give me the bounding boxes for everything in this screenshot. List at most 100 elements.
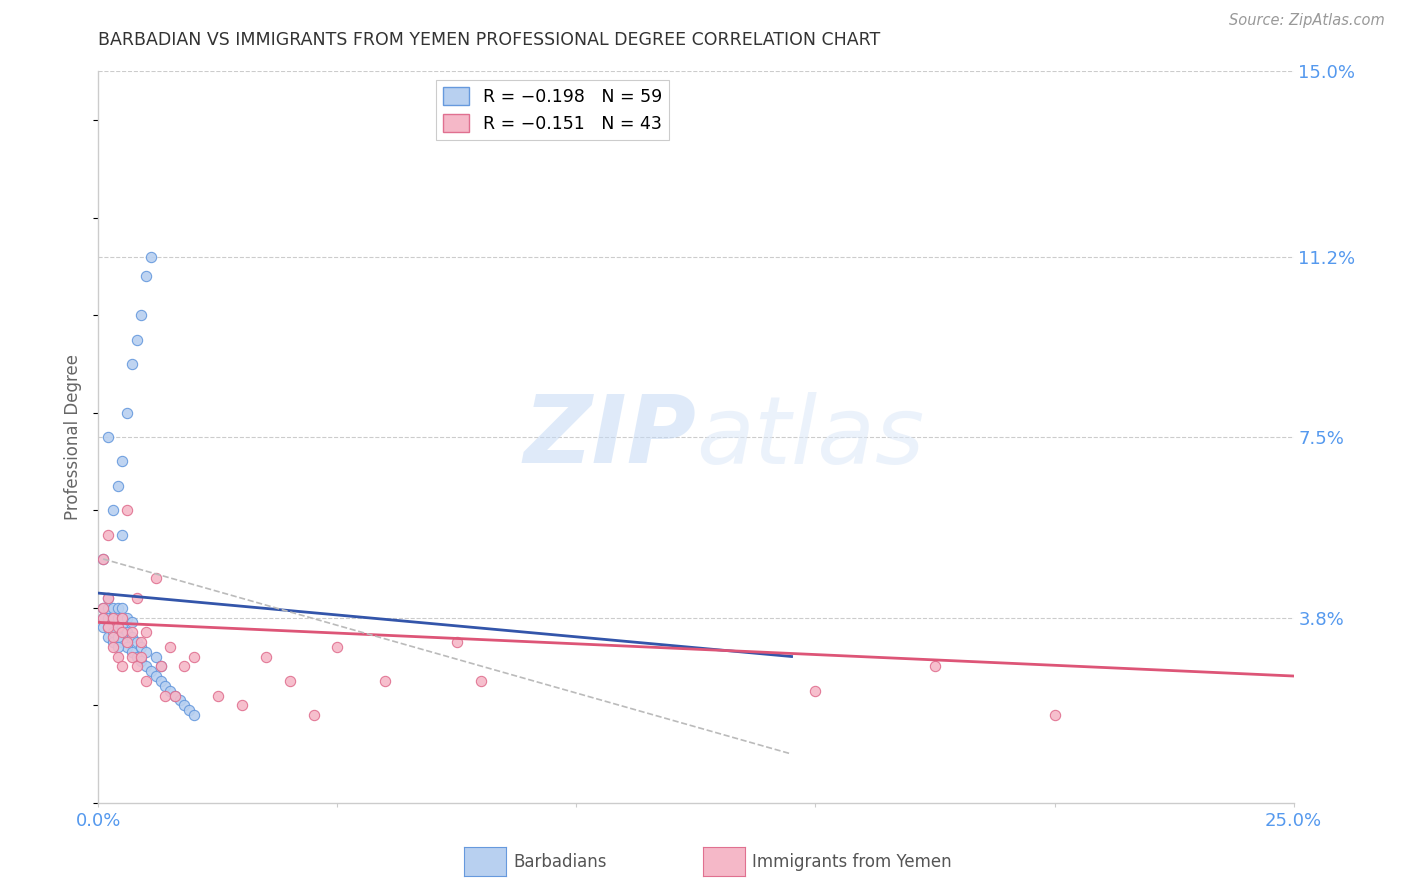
Point [121, 615, 143, 630]
Point [374, 673, 396, 688]
Point [97, 430, 120, 444]
Point [91, 600, 114, 615]
Point [107, 630, 129, 644]
Point [1043, 708, 1066, 723]
Point [131, 649, 153, 664]
Point [135, 269, 157, 284]
Point [121, 625, 143, 640]
Point [173, 659, 195, 673]
Point [115, 635, 138, 649]
Point [278, 673, 301, 688]
Point [135, 673, 157, 688]
Point [97, 600, 120, 615]
Point [91, 610, 114, 624]
Point [149, 659, 172, 673]
Point [115, 503, 138, 517]
Point [139, 250, 162, 264]
Text: Barbadians: Barbadians [513, 853, 607, 871]
Point [131, 308, 153, 322]
Point [115, 610, 138, 624]
Point [302, 708, 325, 723]
Point [101, 610, 124, 624]
Point [135, 645, 157, 659]
Point [111, 610, 134, 624]
Point [155, 689, 177, 703]
Point [101, 600, 124, 615]
Point [91, 610, 114, 624]
Point [155, 679, 177, 693]
Point [111, 610, 134, 624]
Text: atlas: atlas [696, 392, 924, 483]
Point [107, 640, 129, 654]
Text: Immigrants from Yemen: Immigrants from Yemen [752, 853, 952, 871]
Point [97, 527, 120, 541]
Point [145, 669, 167, 683]
Point [924, 659, 946, 673]
Point [91, 552, 114, 566]
Point [121, 630, 143, 644]
Text: BARBADIAN VS IMMIGRANTS FROM YEMEN PROFESSIONAL DEGREE CORRELATION CHART: BARBADIAN VS IMMIGRANTS FROM YEMEN PROFE… [98, 31, 880, 49]
Point [97, 591, 120, 605]
Point [207, 689, 229, 703]
Point [111, 659, 134, 673]
Point [101, 503, 124, 517]
Point [107, 649, 129, 664]
Point [145, 572, 167, 586]
Point [121, 649, 143, 664]
Point [125, 591, 148, 605]
Point [149, 659, 172, 673]
Point [107, 625, 129, 640]
Point [131, 654, 153, 668]
Text: ZIP: ZIP [523, 391, 696, 483]
Point [145, 649, 167, 664]
Point [111, 600, 134, 615]
Point [173, 698, 195, 713]
Point [111, 620, 134, 634]
Point [111, 454, 134, 468]
Point [101, 610, 124, 624]
Point [97, 620, 120, 634]
Point [91, 552, 114, 566]
Point [111, 635, 134, 649]
Point [125, 649, 148, 664]
Point [125, 333, 148, 347]
Point [121, 357, 143, 371]
Point [446, 635, 468, 649]
Point [107, 610, 129, 624]
Point [97, 630, 120, 644]
Point [101, 630, 124, 644]
Point [107, 600, 129, 615]
Point [183, 649, 205, 664]
Point [101, 630, 124, 644]
Point [135, 659, 157, 673]
Point [97, 591, 120, 605]
Point [111, 625, 134, 640]
Point [115, 640, 138, 654]
Point [101, 640, 124, 654]
Text: Source: ZipAtlas.com: Source: ZipAtlas.com [1229, 13, 1385, 29]
Point [91, 600, 114, 615]
Point [470, 673, 492, 688]
Point [125, 659, 148, 673]
Point [121, 645, 143, 659]
Point [139, 664, 162, 678]
Legend: R = −0.198   N = 59, R = −0.151   N = 43: R = −0.198 N = 59, R = −0.151 N = 43 [436, 80, 669, 140]
Point [97, 610, 120, 624]
Point [169, 693, 191, 707]
Point [125, 635, 148, 649]
Point [131, 635, 153, 649]
Point [159, 640, 181, 654]
Point [101, 625, 124, 640]
Y-axis label: Professional Degree: Professional Degree [65, 354, 83, 520]
Point [131, 640, 153, 654]
Point [101, 620, 124, 634]
Point [111, 527, 134, 541]
Point [135, 625, 157, 640]
Point [91, 620, 114, 634]
Point [231, 698, 253, 713]
Point [115, 406, 138, 420]
Point [326, 640, 349, 654]
Point [97, 620, 120, 634]
Point [101, 635, 124, 649]
Point [107, 620, 129, 634]
